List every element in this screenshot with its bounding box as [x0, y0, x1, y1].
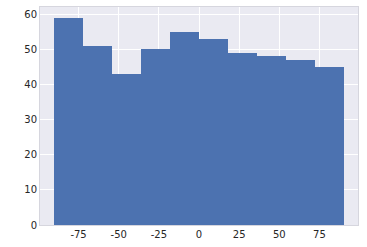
svg-text:0: 0 — [31, 220, 37, 231]
svg-text:60: 60 — [24, 9, 37, 20]
svg-text:50: 50 — [273, 229, 286, 240]
svg-text:50: 50 — [24, 44, 37, 55]
svg-text:0: 0 — [196, 229, 202, 240]
svg-text:-75: -75 — [70, 229, 86, 240]
svg-text:75: 75 — [313, 229, 326, 240]
svg-text:-25: -25 — [151, 229, 167, 240]
svg-text:25: 25 — [233, 229, 246, 240]
svg-text:30: 30 — [24, 114, 37, 125]
svg-text:-50: -50 — [111, 229, 127, 240]
svg-text:10: 10 — [24, 184, 37, 195]
svg-text:20: 20 — [24, 149, 37, 160]
svg-text:40: 40 — [24, 79, 37, 90]
